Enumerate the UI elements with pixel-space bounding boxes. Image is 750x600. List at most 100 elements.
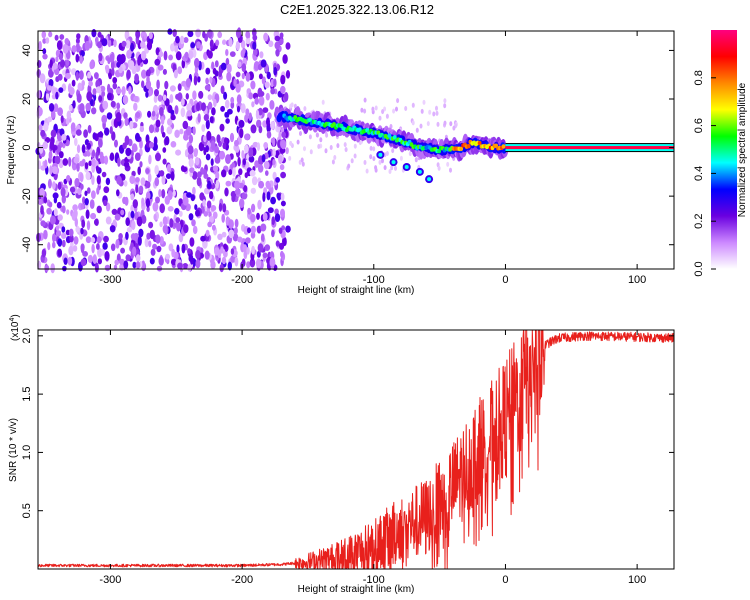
noise-blob — [125, 231, 129, 240]
noise-blob — [210, 140, 216, 151]
noise-blob — [236, 94, 242, 105]
noise-blob — [61, 205, 66, 214]
noise-blob — [72, 100, 76, 109]
noise-blob — [162, 147, 167, 153]
noise-blob — [221, 256, 227, 265]
noise-blob — [85, 102, 91, 112]
noise-blob — [55, 225, 60, 232]
noise-blob — [381, 158, 384, 164]
noise-blob — [164, 225, 168, 236]
noise-blob — [175, 35, 180, 44]
noise-blob — [57, 238, 63, 247]
noise-blob — [84, 190, 88, 197]
noise-blob — [257, 199, 262, 210]
noise-blob — [269, 100, 275, 110]
noise-blob — [333, 155, 337, 160]
noise-blob — [159, 236, 164, 245]
noise-blob — [154, 58, 161, 66]
noise-blob — [174, 208, 180, 215]
noise-blob — [112, 219, 117, 227]
noise-blob — [118, 66, 123, 74]
noise-blob — [385, 151, 389, 156]
noise-blob — [57, 107, 63, 116]
noise-blob — [381, 109, 385, 115]
noise-blob — [164, 136, 170, 146]
noise-blob — [207, 94, 213, 101]
noise-blob — [234, 139, 239, 147]
noise-blob — [220, 246, 224, 254]
noise-blob — [146, 206, 150, 213]
noise-blob — [223, 243, 228, 250]
snr-series-line — [37, 329, 675, 569]
noise-blob — [177, 262, 183, 270]
noise-blob — [224, 111, 229, 118]
noise-blob — [263, 32, 269, 42]
noise-blob — [65, 117, 70, 125]
noise-blob — [41, 31, 47, 39]
noise-blob — [169, 218, 174, 228]
noise-blob — [309, 149, 313, 155]
noise-blob — [223, 91, 228, 100]
noise-blob — [68, 104, 73, 112]
noise-blob — [194, 57, 200, 68]
noise-blob — [234, 218, 239, 228]
noise-blob — [41, 248, 47, 258]
noise-blob — [107, 92, 112, 101]
noise-blob — [234, 256, 239, 267]
noise-blob — [265, 92, 270, 101]
noise-blob — [53, 208, 58, 217]
noise-blob — [210, 205, 217, 212]
noise-blob — [81, 158, 86, 165]
noise-blob — [145, 91, 149, 98]
noise-blob — [42, 38, 47, 44]
noise-blob — [265, 170, 269, 176]
noise-blob — [449, 121, 453, 127]
noise-blob — [217, 233, 223, 240]
noise-blob — [121, 174, 126, 181]
noise-blob — [50, 263, 55, 274]
noise-blob — [96, 243, 100, 250]
noise-blob — [288, 155, 292, 161]
noise-blob — [96, 175, 101, 185]
noise-blob — [264, 81, 270, 89]
noise-blob — [138, 228, 144, 238]
noise-blob — [272, 148, 276, 157]
noise-blob — [275, 177, 280, 183]
noise-blob — [39, 73, 46, 84]
noise-blob — [60, 187, 66, 197]
noise-blob — [103, 235, 109, 243]
noise-blob — [148, 221, 154, 229]
noise-blob — [280, 171, 286, 179]
noise-blob — [47, 178, 52, 189]
noise-blob — [446, 161, 450, 167]
noise-blob — [153, 94, 158, 104]
noise-blob — [273, 78, 277, 88]
noise-blob — [85, 171, 91, 181]
noise-blob — [248, 92, 254, 100]
noise-blob — [91, 190, 96, 200]
snr-x-label: Height of straight line (km) — [298, 584, 415, 595]
noise-blob — [96, 41, 103, 49]
noise-blob — [169, 94, 174, 104]
noise-blob — [37, 107, 43, 117]
noise-blob — [250, 213, 256, 223]
noise-blob — [191, 219, 196, 227]
noise-blob — [210, 158, 214, 167]
noise-blob — [44, 159, 48, 169]
noise-blob — [162, 68, 167, 75]
noise-blob — [48, 68, 54, 78]
noise-blob — [164, 80, 169, 90]
noise-blob — [195, 28, 202, 38]
noise-blob — [258, 96, 265, 106]
noise-blob — [378, 115, 382, 121]
y-tick-label: 1.0 — [21, 445, 33, 460]
noise-blob — [134, 152, 141, 161]
noise-blob — [232, 167, 236, 177]
noise-blob — [157, 64, 164, 71]
noise-blob — [196, 176, 202, 187]
signal-core — [501, 144, 506, 149]
noise-blob — [55, 56, 59, 63]
noise-blob — [124, 196, 129, 206]
y-tick-label: 1.5 — [21, 386, 33, 401]
